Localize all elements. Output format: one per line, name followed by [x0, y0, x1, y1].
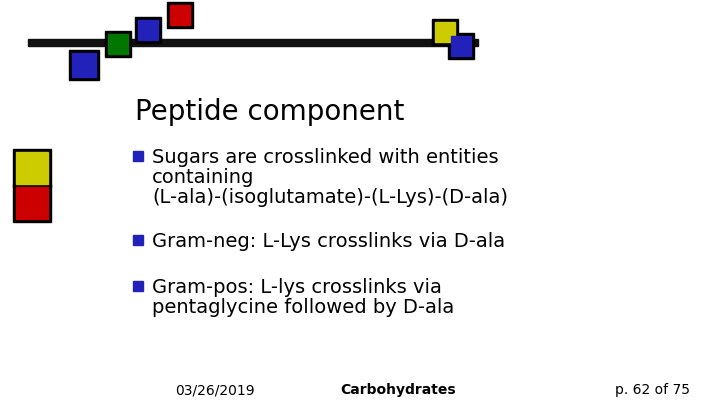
- Bar: [432, 19, 458, 45]
- Text: (L-ala)-(isoglutamate)-(L-Lys)-(D-ala): (L-ala)-(isoglutamate)-(L-Lys)-(D-ala): [152, 188, 508, 207]
- Text: containing: containing: [152, 168, 254, 187]
- Bar: [72, 53, 96, 77]
- Bar: [133, 281, 143, 291]
- Text: Sugars are crosslinked with entities: Sugars are crosslinked with entities: [152, 148, 499, 167]
- Bar: [28, 39, 478, 46]
- Text: p. 62 of 75: p. 62 of 75: [615, 383, 690, 397]
- Bar: [105, 31, 131, 57]
- Bar: [13, 184, 51, 222]
- Bar: [108, 34, 128, 54]
- Bar: [133, 151, 143, 161]
- Text: 03/26/2019: 03/26/2019: [175, 383, 255, 397]
- Bar: [135, 17, 161, 43]
- Bar: [16, 152, 48, 184]
- Bar: [448, 33, 474, 59]
- Bar: [167, 2, 193, 28]
- Bar: [435, 22, 455, 42]
- Text: pentaglycine followed by D-ala: pentaglycine followed by D-ala: [152, 298, 454, 317]
- Bar: [13, 149, 51, 187]
- Bar: [69, 50, 99, 80]
- Text: Carbohydrates: Carbohydrates: [340, 383, 456, 397]
- Text: Gram-neg: L-Lys crosslinks via D-ala: Gram-neg: L-Lys crosslinks via D-ala: [152, 232, 505, 251]
- Bar: [451, 36, 471, 56]
- Bar: [170, 5, 190, 25]
- Text: Peptide component: Peptide component: [135, 98, 405, 126]
- Bar: [138, 20, 158, 40]
- Bar: [16, 187, 48, 219]
- Bar: [133, 235, 143, 245]
- Text: Gram-pos: L-lys crosslinks via: Gram-pos: L-lys crosslinks via: [152, 278, 442, 297]
